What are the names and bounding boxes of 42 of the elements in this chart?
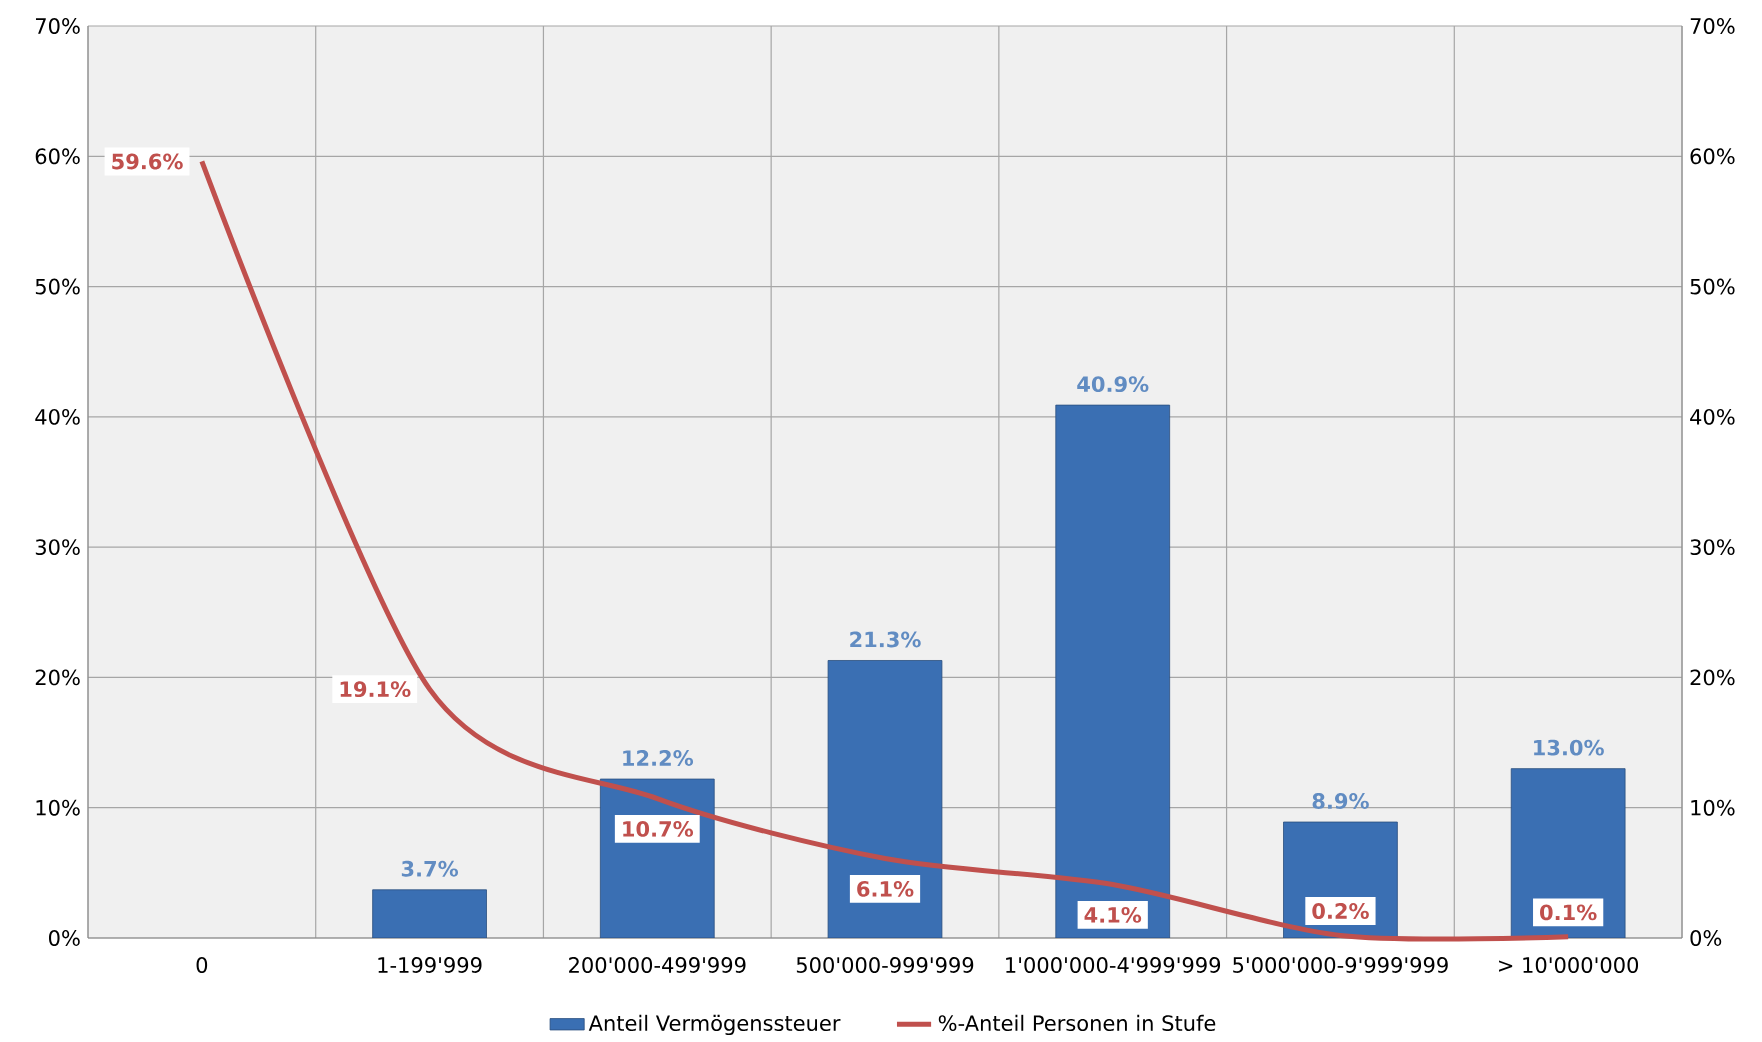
data-label: 40.9%: [1077, 376, 1149, 393]
bar: [1510, 768, 1626, 939]
data-label: 59.6%: [112, 153, 183, 170]
y-tick-label: 40%: [35, 409, 80, 425]
y2-tick-label: 40%: [1690, 409, 1735, 425]
data-label: 0.1%: [1540, 904, 1597, 921]
bar: [1055, 404, 1171, 939]
y2-tick-label: 70%: [1690, 18, 1735, 35]
x-tick-label: 0: [196, 957, 208, 974]
x-tick-label: 1-199'999: [378, 957, 482, 974]
data-label: 12.2%: [623, 750, 694, 767]
x-tick-label: 500'000-999'999: [796, 957, 974, 974]
x-tick-label: 200'000-499'999: [569, 957, 746, 974]
y2-tick-label: 30%: [1690, 539, 1735, 556]
bar: [827, 660, 943, 939]
x-tick-label: 5'000'000-9'999'999: [1233, 957, 1448, 974]
y2-tick-label: 20%: [1690, 669, 1735, 686]
data-label: 8.9%: [1312, 793, 1369, 810]
y-tick-label: 20%: [35, 669, 80, 686]
y-tick-label: 50%: [35, 278, 80, 295]
y2-tick-label: 60%: [1690, 148, 1735, 165]
data-label: 6.1%: [857, 881, 914, 897]
data-label: 13.0%: [1534, 739, 1604, 756]
data-label: 3.7%: [401, 860, 459, 877]
y2-tick-label: 50%: [1690, 278, 1735, 295]
x-tick-label: > 10'000'000: [1499, 957, 1639, 974]
legend-label: Anteil Vermögenssteuer: [588, 1014, 841, 1036]
data-label: 0.2%: [1312, 903, 1369, 920]
y-tick-label: 60%: [35, 148, 80, 165]
y-tick-label: 70%: [35, 18, 80, 35]
data-label: 4.1%: [1084, 907, 1142, 923]
x-tick-label: 1'000'000-4'999'999: [1006, 957, 1221, 974]
y2-tick-label: 10%: [1691, 799, 1735, 816]
legend-label: %-Anteil Personen in Stufe: [938, 1014, 1216, 1032]
y-tick-label: 10%: [36, 799, 80, 816]
y-tick-label: 30%: [35, 539, 80, 556]
bar: [372, 889, 487, 939]
y-tick-label: 0%: [49, 930, 80, 947]
data-label: 19.1%: [340, 681, 411, 698]
data-label: 21.3%: [850, 631, 921, 648]
data-label: 10.7%: [623, 821, 694, 837]
y2-tick-label: 0%: [1690, 930, 1722, 947]
